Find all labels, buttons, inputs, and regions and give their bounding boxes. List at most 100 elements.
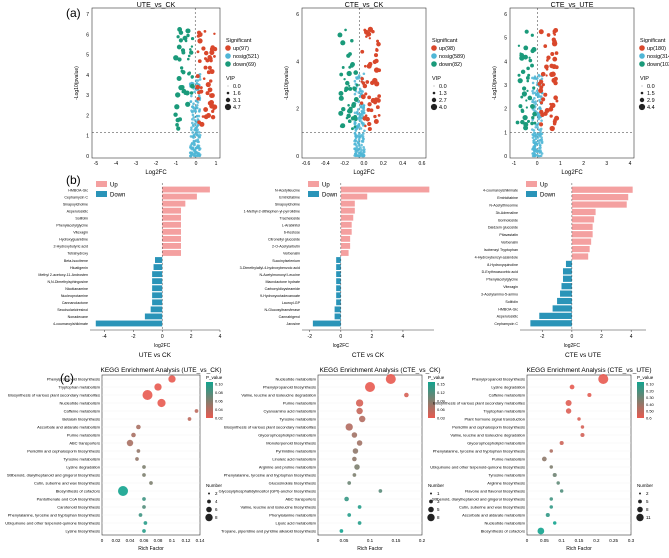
volcano-point-up <box>206 70 211 75</box>
volcano-point-up <box>374 58 379 64</box>
bar-up <box>162 250 181 256</box>
volcano-point-down <box>179 66 184 70</box>
volcano-point-up <box>554 51 559 55</box>
bar-down <box>152 271 163 278</box>
volcano-legend-title: Significant <box>226 38 252 44</box>
kegg-pathway-label: Cutin, suberine and wax biosynthesis <box>459 504 525 509</box>
volcano-xtick: -0.2 <box>340 161 349 167</box>
volcano-point-up <box>549 63 554 69</box>
kegg-colorbar <box>206 382 213 418</box>
volcano-axis-box <box>509 7 635 159</box>
volcano-point-up <box>373 97 379 103</box>
volcano-point-up <box>367 102 372 107</box>
kegg-plot-3: KEGG Enrichment Analysis (CTE_vs_UTE)Phe… <box>430 367 654 552</box>
volcano-panels: UTE_vs_CK Log2FC -Log10(pvalue) -5 -4 -3 -2 -1 0… <box>74 2 669 176</box>
volcano-point-up <box>366 31 372 37</box>
volcano-legend-label: nosig(589) <box>439 54 465 60</box>
kegg-number-dot <box>638 499 642 504</box>
bar-xtick: -2 <box>540 334 545 340</box>
volcano-vip-label: 0.0 <box>439 84 447 90</box>
volcano-vip-title: VIP <box>226 76 235 82</box>
bar-legend-down-label: Down <box>540 193 555 199</box>
volcano-point-nosig <box>192 154 196 158</box>
kegg-pvalue-tick: 0.09 <box>437 399 446 404</box>
kegg-dot <box>142 390 153 400</box>
bar-down <box>334 313 341 320</box>
volcano-axis-box <box>301 7 427 159</box>
volcano-plot-1: UTE_vs_CK Log2FC -Log10(pvalue) -5 -4 -3 -2 -1 0… <box>74 2 259 176</box>
volcano-point-nosig <box>361 90 364 93</box>
kegg-number-label: 1 <box>437 491 440 496</box>
volcano-point-down <box>346 113 351 119</box>
volcano-point-nosig <box>190 141 194 145</box>
volcano-ytick: 1 <box>504 130 507 136</box>
bar-category-label: Secoisolariciresinol <box>57 308 88 312</box>
volcano-point-up <box>550 71 556 77</box>
bar-xtick: -2 <box>308 334 313 340</box>
volcano-point-down <box>176 35 180 39</box>
volcano-xtick: 0.4 <box>399 161 406 167</box>
kegg-number-label: 2 <box>215 491 218 496</box>
volcano-point-nosig <box>195 115 199 118</box>
volcano-point-nosig <box>192 106 195 110</box>
kegg-number-label: 8 <box>215 515 218 520</box>
kegg-pathway-label: Tyrosine metabolism <box>279 416 316 421</box>
bar-legend-down-label: Down <box>110 193 125 199</box>
volcano-point-down <box>175 117 181 123</box>
volcano-point-down <box>530 121 534 126</box>
bar-legend-down-swatch <box>308 191 319 197</box>
volcano-point-nosig <box>531 152 534 155</box>
bar-up <box>571 238 592 245</box>
volcano-point-nosig <box>192 135 196 138</box>
volcano-point-nosig <box>539 107 542 111</box>
kegg-dot <box>135 457 139 461</box>
kegg-pvalue-tick: 0.06 <box>215 399 224 404</box>
volcano-point-nosig <box>361 139 365 142</box>
volcano-ytick: 3 <box>504 83 507 89</box>
kegg-pathway-label: Stilbenoid, diarylheptanoid and gingerol… <box>432 496 525 501</box>
volcano-point-down <box>353 70 359 75</box>
volcano-point-up <box>549 125 555 132</box>
volcano-point-up <box>375 105 380 110</box>
volcano-point-nosig <box>360 109 364 113</box>
volcano-point-nosig <box>356 140 360 144</box>
volcano-point-nosig <box>533 96 536 100</box>
volcano-vip-dot <box>226 91 230 95</box>
bar-up <box>571 245 590 253</box>
volcano-point-nosig <box>361 114 364 117</box>
kegg-colorbar <box>637 382 644 418</box>
bar-down <box>560 290 572 297</box>
volcano-vip-title: VIP <box>432 76 441 82</box>
kegg-pvalue-tick: 0.20 <box>646 388 655 393</box>
bar-category-label: Emtricitabine <box>497 196 518 200</box>
volcano-ytick: 4 <box>504 59 507 65</box>
volcano-ytick: 6 <box>296 12 299 18</box>
kegg-pathway-label: Phenylpropanoid biosynthesis <box>472 376 525 381</box>
bar-legend-up-swatch <box>526 181 537 187</box>
volcano-point-down <box>351 127 354 131</box>
volcano-point-down <box>353 125 357 129</box>
kegg-pathway-label: Nucleotide metabolism <box>60 400 101 405</box>
volcano-point-up <box>539 101 544 105</box>
bar-up <box>162 193 197 200</box>
volcano-point-up <box>202 77 206 80</box>
volcano-point-nosig <box>537 115 540 119</box>
bar-up <box>340 250 349 256</box>
kegg-dot <box>136 449 141 453</box>
volcano-point-down <box>522 86 527 91</box>
volcano-point-down <box>519 56 525 61</box>
kegg-pathway-label: Penicillin and cephalosporin biosynthesi… <box>27 448 100 453</box>
kegg-number-dot <box>205 513 213 522</box>
kegg-pathway-label: Purine metabolism <box>67 432 101 437</box>
volcano-point-down <box>523 45 529 51</box>
volcano-point-up <box>552 56 558 62</box>
kegg-dot <box>552 472 557 478</box>
volcano-point-nosig <box>537 92 540 95</box>
volcano-point-nosig <box>362 72 366 76</box>
bar-category-label: N,N-Dimethylsphingosine <box>47 280 88 284</box>
kegg-pathway-label: Tryptophan metabolism <box>58 384 100 389</box>
bar-category-label: Nonadecane <box>68 315 88 319</box>
panel-label-c: (c) <box>60 371 74 385</box>
volcano-vip-label: 1.5 <box>647 91 655 97</box>
volcano-point-nosig <box>533 91 537 95</box>
